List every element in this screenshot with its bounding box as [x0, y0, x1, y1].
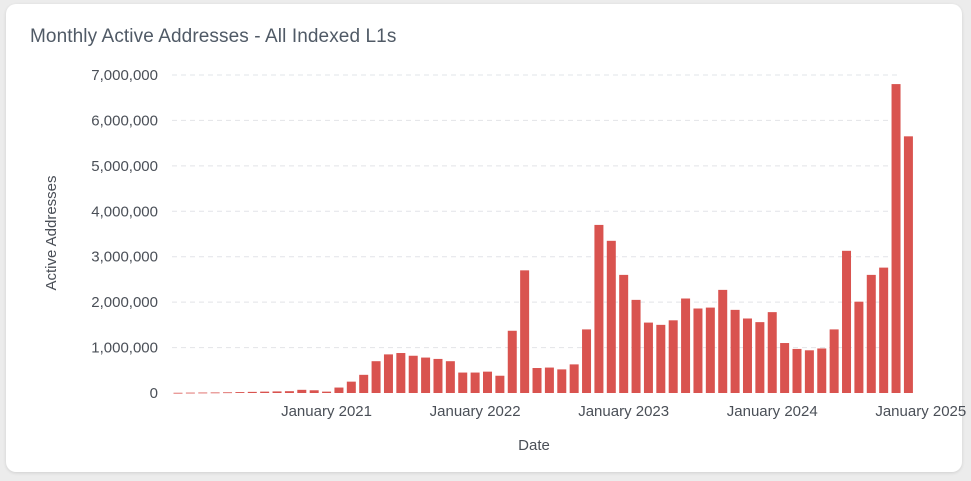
bar — [742, 318, 752, 393]
bar — [866, 274, 876, 393]
bar — [272, 391, 282, 393]
bar — [532, 368, 542, 393]
y-axis-label: Active Addresses — [43, 175, 60, 290]
bar — [804, 350, 814, 393]
bar — [371, 361, 381, 393]
bar — [235, 392, 245, 393]
bar — [346, 381, 356, 393]
bar — [223, 392, 233, 394]
x-tick-label: January 2021 — [281, 403, 372, 420]
bar — [383, 354, 393, 393]
y-tick-label: 7,000,000 — [91, 67, 158, 84]
bar — [903, 136, 913, 394]
bar — [619, 274, 629, 393]
bar — [396, 353, 406, 393]
bar — [681, 298, 691, 393]
bar — [297, 389, 307, 393]
bar — [247, 391, 257, 393]
bar — [507, 330, 517, 393]
bar — [569, 364, 579, 393]
x-tick-label: January 2024 — [727, 403, 818, 420]
bar — [260, 391, 270, 393]
bar — [284, 391, 294, 393]
bar — [198, 392, 208, 394]
bar — [495, 375, 505, 393]
bar — [829, 329, 839, 393]
y-tick-label: 1,000,000 — [91, 340, 158, 357]
bar — [322, 391, 332, 393]
bar — [780, 343, 790, 393]
bar — [483, 371, 492, 393]
y-tick-label: 4,000,000 — [91, 203, 158, 220]
bar — [891, 84, 901, 393]
bar — [557, 369, 567, 393]
bar — [458, 372, 468, 393]
bar — [309, 390, 319, 393]
bar — [359, 374, 369, 393]
bar — [792, 348, 802, 393]
x-tick-label: January 2022 — [430, 403, 521, 420]
y-tick-label: 2,000,000 — [91, 294, 158, 311]
bar — [421, 357, 431, 393]
bar — [693, 308, 703, 393]
chart-card: Monthly Active Addresses - All Indexed L… — [6, 4, 962, 472]
bar — [582, 329, 592, 393]
x-tick-label: January 2023 — [578, 403, 669, 420]
y-tick-label: 0 — [150, 385, 158, 402]
y-tick-label: 5,000,000 — [91, 158, 158, 175]
bar — [668, 320, 678, 393]
bar — [718, 289, 728, 393]
bar — [445, 361, 455, 393]
bar — [470, 372, 480, 393]
bar — [879, 267, 889, 393]
bar — [705, 307, 715, 393]
bar — [755, 322, 765, 393]
bar — [631, 299, 641, 393]
y-tick-label: 3,000,000 — [91, 249, 158, 266]
x-axis-label: Date — [518, 437, 550, 454]
bar — [730, 309, 740, 393]
y-tick-label: 6,000,000 — [91, 112, 158, 129]
bar — [408, 355, 418, 393]
bar — [520, 270, 530, 393]
bar — [606, 240, 616, 393]
bar — [842, 250, 852, 393]
bar — [594, 224, 604, 393]
bar — [210, 392, 220, 394]
bar — [334, 387, 344, 393]
bar — [656, 324, 666, 393]
bar — [185, 392, 195, 394]
chart-title: Monthly Active Addresses - All Indexed L… — [30, 26, 397, 47]
x-tick-label: January 2025 — [875, 403, 966, 420]
bar — [433, 358, 443, 393]
bar — [173, 392, 183, 394]
bar — [643, 322, 653, 393]
bar — [817, 348, 827, 393]
bar — [854, 301, 864, 393]
bar — [767, 312, 777, 393]
bar — [544, 367, 554, 393]
